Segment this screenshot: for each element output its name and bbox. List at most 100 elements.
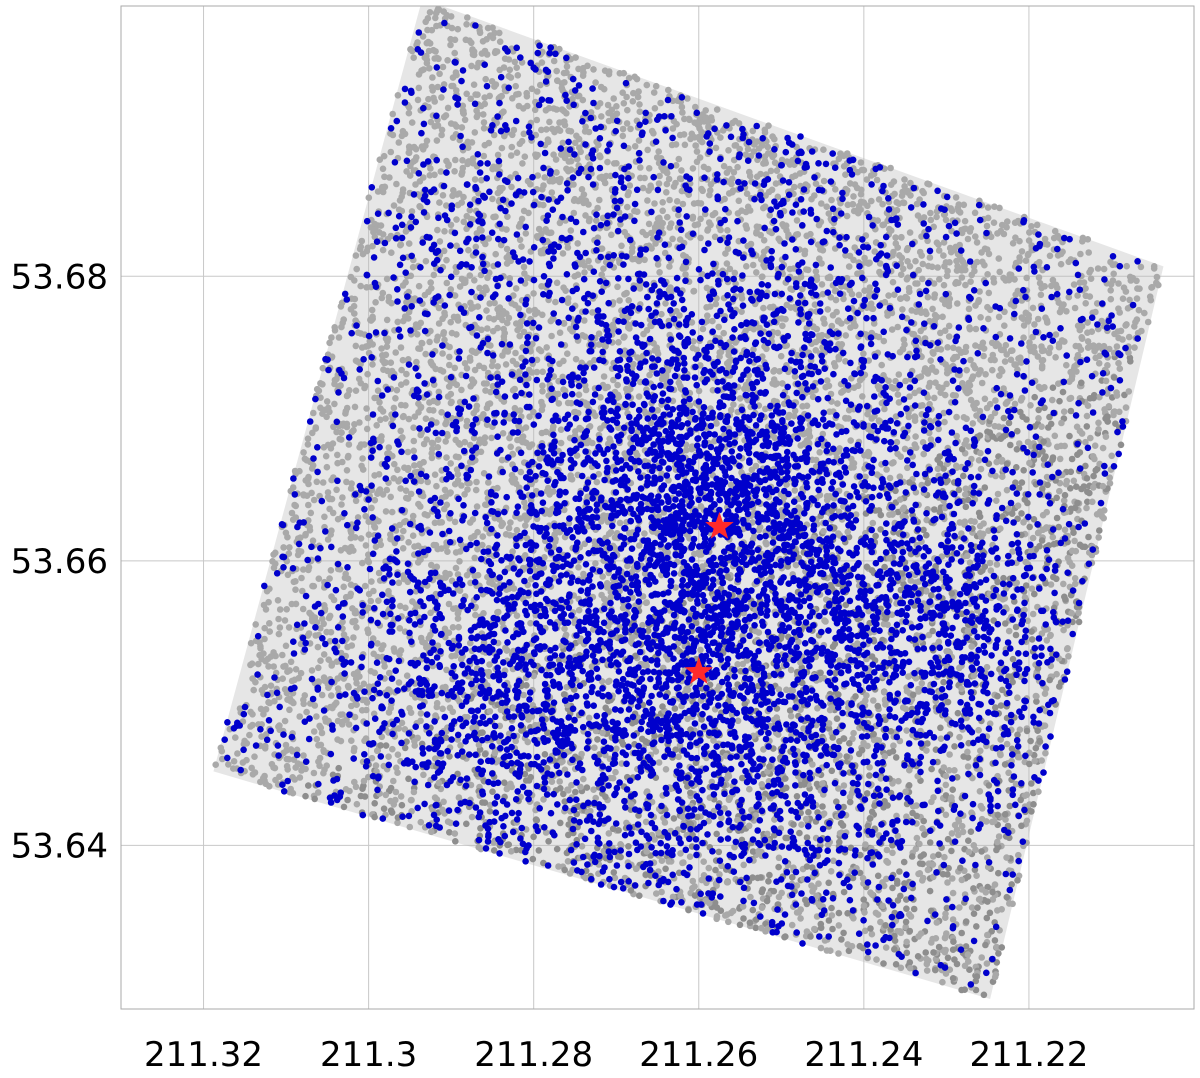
- gray-point: [409, 598, 416, 605]
- gray-point: [961, 986, 968, 993]
- gray-point: [736, 921, 744, 929]
- gray-point: [496, 66, 504, 74]
- gray-point: [1116, 309, 1123, 316]
- gray-point: [650, 89, 658, 96]
- gray-point: [1082, 285, 1089, 292]
- gray-point: [1027, 737, 1034, 745]
- gray-point: [675, 869, 683, 877]
- gray-point: [472, 486, 480, 494]
- gray-point: [862, 473, 869, 481]
- gray-point: [573, 132, 580, 140]
- gray-point: [990, 279, 998, 286]
- gray-point: [335, 334, 343, 341]
- gray-point: [470, 409, 478, 417]
- gray-point: [967, 278, 974, 286]
- gray-point: [1131, 344, 1138, 351]
- gray-point: [892, 754, 900, 761]
- gray-point: [1049, 396, 1056, 404]
- gray-point: [884, 312, 891, 319]
- gray-point: [257, 643, 264, 650]
- gray-point: [897, 295, 905, 302]
- gray-point: [981, 395, 989, 403]
- gray-point: [972, 325, 980, 333]
- gray-point: [666, 224, 674, 231]
- gray-point: [296, 713, 304, 720]
- gray-point: [1053, 494, 1060, 502]
- gray-point: [973, 923, 980, 930]
- gray-point: [479, 38, 487, 45]
- gray-point: [432, 365, 440, 373]
- gray-point: [753, 269, 760, 276]
- gray-point: [490, 847, 498, 854]
- gray-point: [353, 800, 361, 808]
- gray-point: [955, 831, 962, 839]
- gray-point: [749, 261, 757, 269]
- gray-point: [960, 201, 968, 209]
- gray-point: [912, 433, 919, 440]
- gray-point: [1040, 438, 1047, 445]
- gray-point: [378, 294, 386, 302]
- gray-point: [310, 769, 318, 777]
- gray-point: [543, 126, 550, 133]
- gray-point: [857, 159, 865, 166]
- gray-point: [594, 736, 601, 743]
- gray-point: [656, 172, 663, 180]
- gray-point: [365, 551, 372, 558]
- gray-point: [883, 466, 890, 473]
- gray-point: [590, 786, 597, 793]
- gray-point: [808, 882, 815, 889]
- gray-point: [619, 89, 626, 96]
- gray-point: [414, 96, 422, 104]
- gray-point: [444, 104, 452, 112]
- gray-point: [881, 405, 888, 413]
- gray-point: [428, 828, 435, 836]
- gray-point: [451, 168, 458, 175]
- gray-point: [518, 137, 526, 145]
- gray-point: [722, 912, 729, 919]
- gray-point: [951, 767, 958, 774]
- gray-point: [1081, 543, 1089, 551]
- gray-point: [548, 332, 555, 340]
- gray-point: [912, 257, 919, 265]
- gray-point: [343, 392, 351, 400]
- gray-point: [1110, 270, 1117, 278]
- gray-point: [454, 25, 462, 33]
- gray-point: [840, 929, 847, 937]
- gray-point: [309, 537, 317, 544]
- gray-point: [553, 845, 561, 853]
- gray-point: [788, 921, 796, 929]
- gray-point: [347, 273, 355, 281]
- gray-point: [844, 528, 851, 536]
- gray-point: [451, 480, 459, 488]
- gray-point: [995, 869, 1002, 877]
- gray-point: [482, 387, 489, 394]
- gray-point: [818, 281, 826, 288]
- gray-point: [1045, 424, 1052, 431]
- gray-point: [457, 742, 464, 749]
- gray-point: [521, 499, 528, 506]
- gray-point: [593, 478, 601, 486]
- gray-point: [779, 322, 786, 330]
- gray-point: [358, 462, 365, 470]
- gray-point: [906, 229, 914, 236]
- gray-point: [749, 906, 757, 914]
- gray-point: [642, 231, 650, 239]
- gray-point: [669, 893, 677, 901]
- gray-point: [1001, 322, 1008, 330]
- gray-point: [473, 478, 480, 486]
- gray-point: [809, 761, 816, 768]
- gray-point: [533, 88, 541, 95]
- gray-point: [382, 415, 389, 422]
- gray-point: [625, 843, 632, 850]
- gray-point: [1030, 789, 1037, 797]
- gray-point: [890, 178, 898, 185]
- gray-point: [333, 486, 340, 494]
- gray-point: [928, 364, 936, 371]
- gray-point: [1155, 281, 1162, 289]
- gray-point: [525, 307, 533, 314]
- gray-point: [984, 303, 991, 311]
- gray-point: [1063, 308, 1070, 315]
- gray-point: [1034, 315, 1042, 323]
- gray-point: [870, 320, 878, 327]
- gray-point: [820, 527, 827, 535]
